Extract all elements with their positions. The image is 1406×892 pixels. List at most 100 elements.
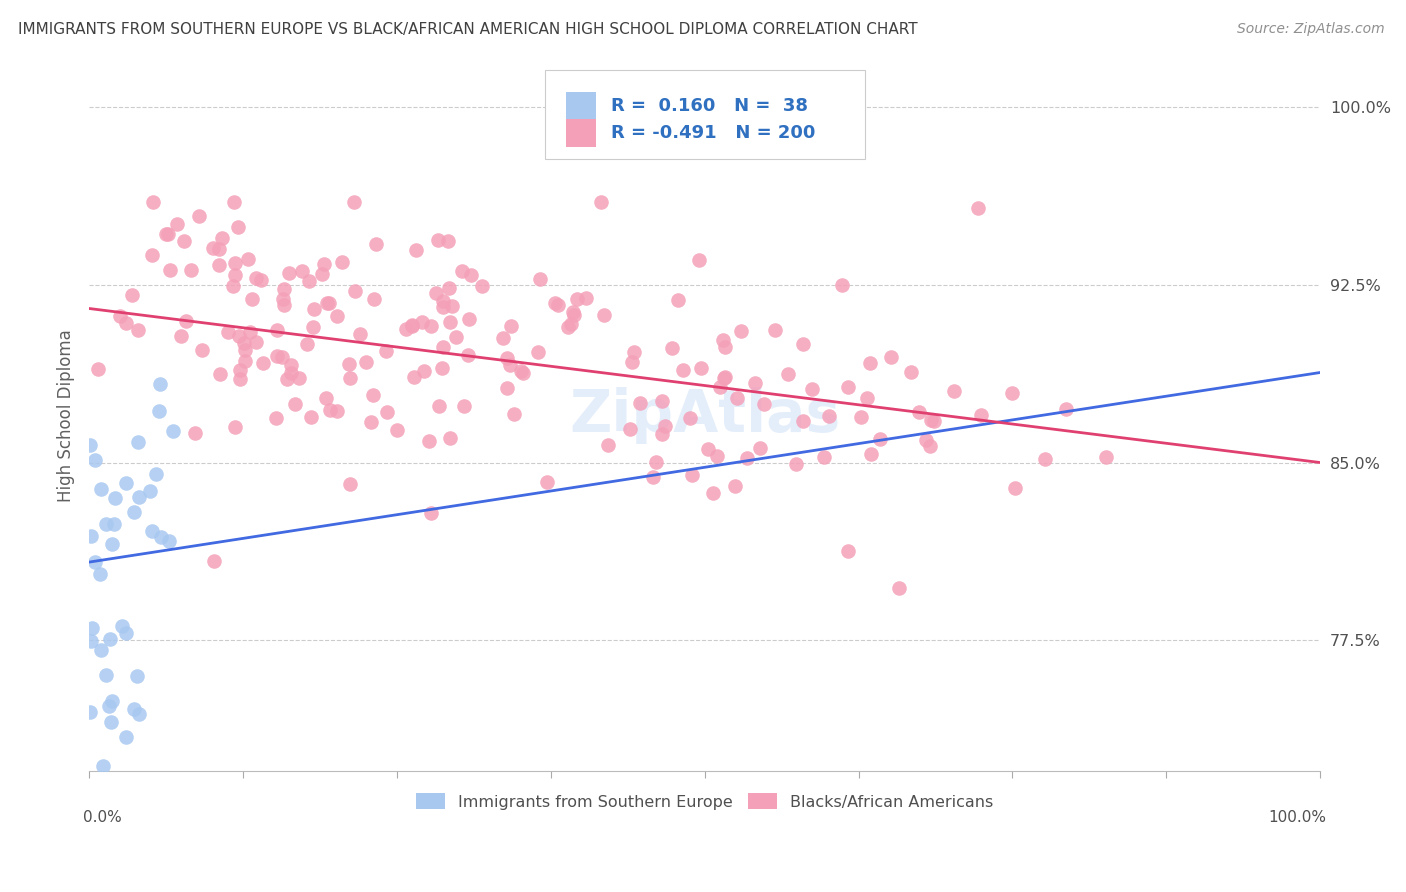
Point	[401, 318, 423, 332]
Point	[792, 414, 814, 428]
Point	[224, 268, 246, 282]
Point	[453, 399, 475, 413]
Point	[80, 622, 103, 636]
Point	[114, 475, 136, 490]
Point	[208, 243, 231, 257]
Point	[785, 457, 807, 471]
Point	[209, 367, 232, 381]
Point	[439, 431, 461, 445]
Point	[173, 234, 195, 248]
Point	[288, 370, 311, 384]
Point	[115, 626, 138, 640]
Point	[170, 328, 193, 343]
Point	[343, 194, 366, 209]
Point	[128, 491, 150, 505]
Point	[141, 194, 163, 209]
Point	[79, 438, 101, 452]
Point	[1033, 451, 1056, 466]
Point	[159, 263, 181, 277]
Point	[654, 419, 676, 434]
Bar	[565, 119, 596, 147]
Point	[437, 281, 460, 295]
Point	[496, 351, 519, 365]
Point	[725, 392, 748, 406]
Point	[264, 411, 287, 425]
Point	[499, 318, 522, 333]
Point	[460, 268, 482, 283]
Point	[108, 309, 131, 323]
Point	[748, 441, 770, 455]
Point	[271, 292, 294, 306]
Point	[792, 336, 814, 351]
Point	[813, 450, 835, 464]
Point	[232, 335, 254, 350]
Point	[326, 309, 349, 323]
Point	[837, 380, 859, 394]
Point	[266, 349, 288, 363]
Point	[252, 356, 274, 370]
Point	[543, 295, 565, 310]
Point	[713, 370, 735, 384]
Point	[100, 714, 122, 729]
Point	[104, 491, 127, 505]
Point	[915, 433, 938, 447]
Point	[361, 387, 384, 401]
Point	[763, 323, 786, 337]
Point	[697, 442, 720, 456]
Point	[661, 341, 683, 355]
Point	[226, 220, 249, 235]
Point	[98, 699, 121, 714]
Point	[855, 391, 877, 405]
Point	[100, 632, 122, 647]
Point	[432, 340, 454, 354]
Point	[202, 554, 225, 568]
Point	[801, 382, 824, 396]
Point	[90, 643, 112, 657]
Point	[427, 400, 450, 414]
Point	[690, 360, 713, 375]
Point	[644, 455, 666, 469]
Point	[141, 248, 163, 262]
Point	[180, 263, 202, 277]
Point	[510, 363, 533, 377]
Point	[233, 354, 256, 368]
Point	[337, 357, 360, 371]
Point	[157, 533, 180, 548]
Point	[623, 345, 645, 359]
Point	[967, 201, 990, 215]
Point	[211, 231, 233, 245]
Point	[437, 234, 460, 248]
Point	[451, 264, 474, 278]
Point	[339, 371, 361, 385]
Point	[619, 422, 641, 436]
Point	[228, 363, 250, 377]
Point	[343, 284, 366, 298]
Point	[208, 258, 231, 272]
Point	[672, 363, 695, 377]
Point	[201, 241, 224, 255]
Point	[593, 308, 616, 322]
Point	[744, 376, 766, 391]
Point	[724, 479, 747, 493]
Bar	[565, 92, 596, 120]
Point	[100, 537, 122, 551]
Text: 0.0%: 0.0%	[83, 810, 122, 825]
Point	[121, 288, 143, 302]
Point	[444, 330, 467, 344]
Point	[79, 705, 101, 719]
Point	[349, 327, 371, 342]
Point	[1000, 385, 1022, 400]
Point	[730, 324, 752, 338]
Point	[565, 292, 588, 306]
Point	[752, 397, 775, 411]
Point	[302, 301, 325, 316]
Point	[512, 366, 534, 380]
Point	[688, 253, 710, 268]
Point	[427, 233, 450, 247]
Point	[266, 323, 288, 337]
Point	[557, 319, 579, 334]
Point	[413, 364, 436, 378]
Point	[291, 264, 314, 278]
Point	[280, 358, 302, 372]
Point	[440, 299, 463, 313]
